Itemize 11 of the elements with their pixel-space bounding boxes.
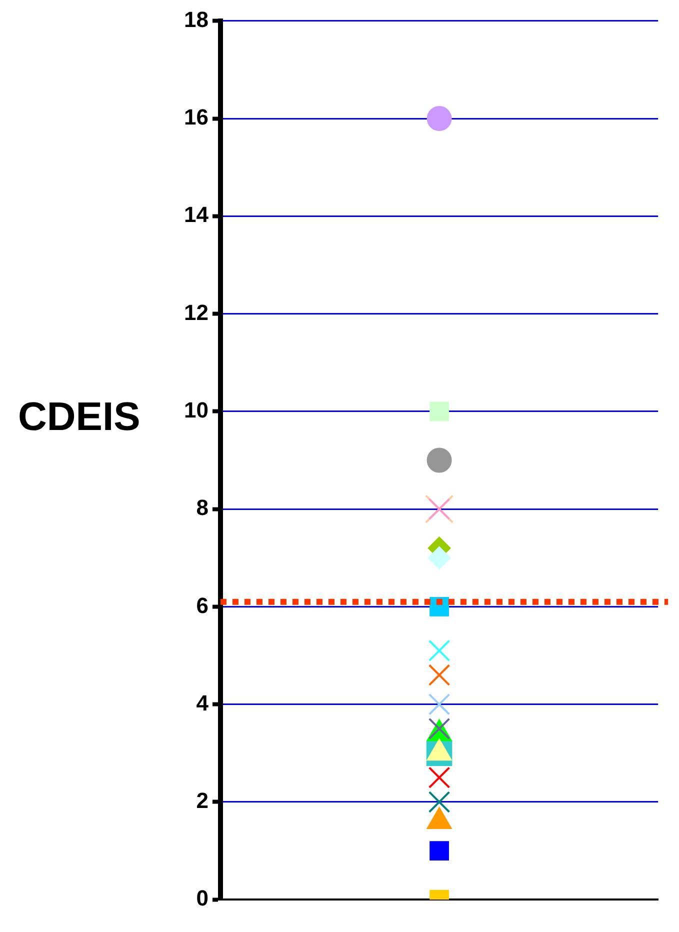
y-tick-label: 8	[196, 495, 208, 520]
y-tick-label: 12	[184, 300, 208, 325]
y-tick-label: 0	[196, 886, 208, 911]
y-tick-label: 10	[184, 397, 208, 422]
y-tick-label: 6	[196, 592, 208, 618]
y-tick-label: 18	[184, 6, 208, 32]
y-tick-label: 16	[184, 104, 208, 130]
y-tick-label: 14	[184, 202, 210, 228]
y-tick-label: 2	[196, 788, 208, 814]
y-tick-label: 4	[196, 690, 210, 716]
y-axis-title: CDEIS	[18, 395, 140, 440]
